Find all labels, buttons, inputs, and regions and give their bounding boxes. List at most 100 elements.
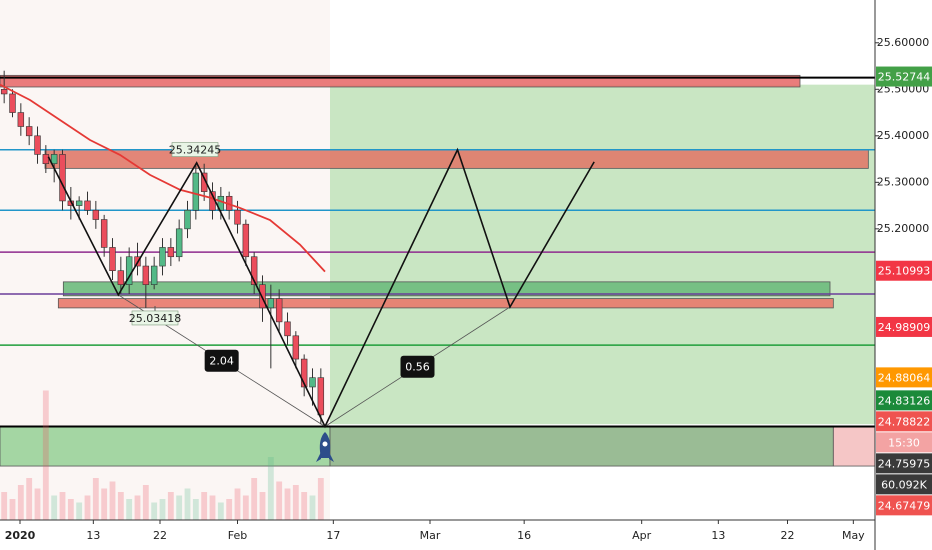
candle-body <box>25 126 33 137</box>
price-badge-label: 24.75975 <box>878 457 931 470</box>
volume-bar <box>317 478 324 520</box>
price-label-box <box>171 142 219 157</box>
y-tick-label: 25.20000 <box>877 222 930 235</box>
volume-bar <box>92 478 99 520</box>
candle-body <box>159 247 166 267</box>
x-tick-label: Apr <box>632 529 652 542</box>
y-tick-label: 25.60000 <box>877 36 930 49</box>
volume-bar <box>134 495 141 520</box>
price-badge <box>876 390 932 411</box>
volume-bar <box>126 499 133 520</box>
candle-body <box>109 247 116 271</box>
volume-bar <box>142 485 149 520</box>
zone <box>0 74 801 88</box>
candle-body <box>17 112 25 127</box>
price-label: 25.03418 <box>129 312 182 325</box>
volume-bar <box>292 485 299 520</box>
volume-bar <box>42 390 49 520</box>
volume-bar <box>101 488 108 520</box>
price-badge-label: 60.092K <box>881 478 927 491</box>
ratio-label: 0.56 <box>405 361 430 374</box>
price-badge <box>876 453 932 474</box>
candle-body <box>275 298 283 323</box>
volume-bar <box>59 492 66 520</box>
candle-body <box>150 265 158 285</box>
price-badge-label: 24.98909 <box>878 321 931 334</box>
x-tick-label: Mar <box>420 529 441 542</box>
volume-bar <box>67 499 74 520</box>
candle-body <box>309 377 316 388</box>
zone <box>329 426 834 467</box>
price-badge <box>876 495 932 516</box>
price-badge <box>876 260 932 281</box>
price-badge-label: 24.78822 <box>878 415 931 428</box>
candle-body <box>250 256 258 285</box>
x-tick-label: 13 <box>711 529 725 542</box>
price-badge <box>876 432 932 453</box>
candle-body <box>92 209 100 220</box>
volume-bar <box>109 481 116 520</box>
candle-body <box>234 209 241 225</box>
x-tick-label: 16 <box>517 529 531 542</box>
price-badge <box>876 367 932 388</box>
x-tick-label: 2020 <box>5 529 36 542</box>
volume-bar <box>76 502 83 520</box>
rocket-icon <box>316 432 334 462</box>
volume-bar <box>159 499 166 520</box>
candle-body <box>292 335 300 360</box>
moving-average <box>0 83 326 273</box>
volume-bar <box>301 492 308 520</box>
candle-body <box>0 89 8 95</box>
price-badge-label: 25.52744 <box>878 71 931 84</box>
ratio-label: 2.04 <box>209 355 234 368</box>
x-tick-label: 17 <box>326 529 340 542</box>
x-tick-label: Feb <box>228 529 247 542</box>
x-tick-label: 22 <box>781 529 795 542</box>
ratio-badge <box>400 355 435 378</box>
volume-bar <box>17 485 24 520</box>
candle-body <box>59 154 66 202</box>
price-badge <box>876 66 932 87</box>
candle-body <box>9 93 16 113</box>
volume-bar <box>26 478 33 520</box>
volume-bar <box>84 495 91 520</box>
volume-bar <box>176 495 183 520</box>
volume-bar <box>117 492 124 520</box>
volume-bar <box>226 499 233 520</box>
candle-body <box>192 172 200 211</box>
candle-body <box>42 154 50 165</box>
volume-bar <box>184 488 191 520</box>
candle-body <box>200 172 208 192</box>
volume-bar <box>209 495 216 520</box>
candle-body <box>50 154 58 165</box>
price-badge-label: 25.10993 <box>878 265 931 278</box>
x-tick-label: 22 <box>153 529 167 542</box>
candle-body <box>84 200 91 211</box>
candle-body <box>142 265 150 285</box>
volume-bar <box>251 478 258 520</box>
volume-bar <box>151 502 158 520</box>
candle-body <box>242 223 250 258</box>
price-label-box <box>131 310 179 326</box>
zone <box>62 281 831 297</box>
volume-bar <box>217 502 224 520</box>
candle-body <box>34 135 41 155</box>
volume-bar <box>242 495 249 520</box>
candle-body <box>100 219 108 248</box>
volume-bar <box>284 488 291 520</box>
volume-bar <box>9 499 16 520</box>
price-badge-label: 24.67479 <box>878 499 931 512</box>
price-badge <box>876 474 932 495</box>
volume-bar <box>51 495 58 520</box>
x-tick-label: 13 <box>86 529 100 542</box>
zone <box>832 426 876 467</box>
candle-body <box>300 358 308 388</box>
x-tick-label: May <box>842 529 865 542</box>
candle-body <box>317 377 325 416</box>
price-badge <box>876 411 932 432</box>
candle-body <box>284 321 291 337</box>
price-badge-label: 15:30 <box>888 436 920 449</box>
price-badge-label: 24.83126 <box>878 394 931 407</box>
volume-bar <box>309 495 316 520</box>
